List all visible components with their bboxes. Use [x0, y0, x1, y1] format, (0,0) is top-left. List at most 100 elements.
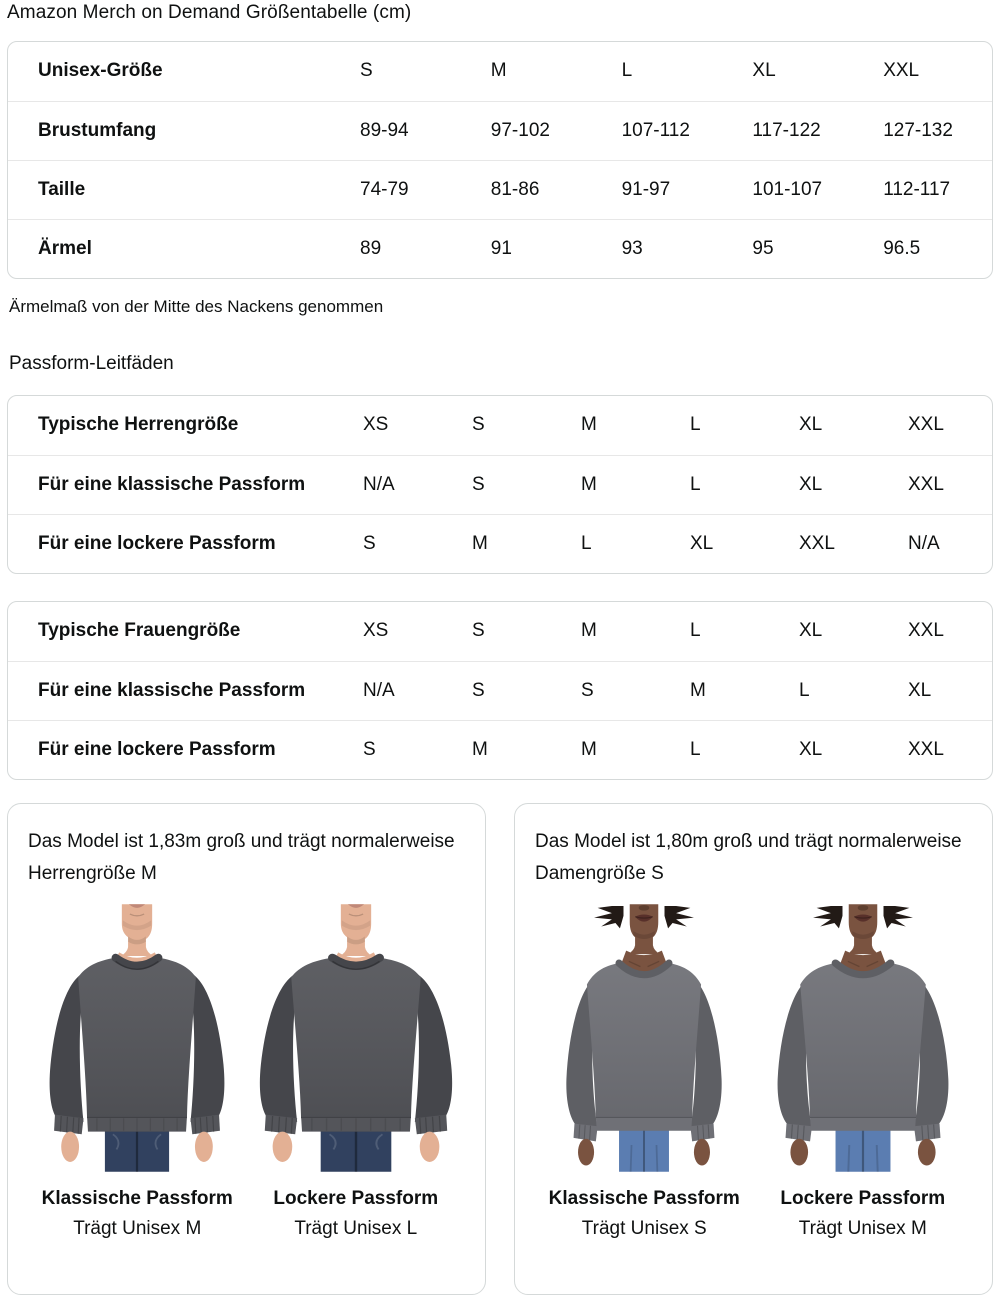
cell-value: XXL: [799, 532, 835, 554]
column-header: XL: [799, 414, 823, 436]
male-loose-fit-model-image: [249, 904, 463, 1172]
column-header: XXL: [908, 620, 944, 642]
column-header: M: [581, 620, 597, 642]
cell-value: 91: [490, 237, 512, 259]
female-loose-fit-model-image: [756, 904, 970, 1172]
fit-label: Lockere Passform: [780, 1188, 946, 1209]
size-label: Trägt Unisex M: [798, 1218, 927, 1239]
table-row: Brustumfang 89-94 97-102 107-112 117-122…: [8, 101, 992, 160]
unisex-size-table: Unisex-Größe S M L XL XXL Brustumfang 89…: [7, 41, 993, 279]
table-header-row: Unisex-Größe S M L XL XXL: [8, 42, 992, 101]
cell-value: 117-122: [752, 119, 821, 141]
cell-value: M: [581, 473, 597, 495]
cell-value: L: [690, 473, 701, 495]
cell-value: 74-79: [360, 178, 409, 200]
column-header: S: [360, 60, 373, 82]
page-title: Amazon Merch on Demand Größentabelle (cm…: [7, 2, 412, 23]
table-row: Für eine lockere Passform S M L XL XXL N…: [8, 514, 992, 573]
cell-value: XXL: [908, 473, 944, 495]
cell-value: N/A: [363, 679, 395, 701]
column-header: XL: [752, 60, 776, 82]
cell-value: XXL: [908, 738, 944, 760]
cell-value: L: [581, 532, 592, 554]
column-header: XXL: [883, 60, 920, 82]
column-header: XXL: [908, 414, 944, 436]
table-header-row: Typische Frauengröße XS S M L XL XXL: [8, 602, 992, 661]
figures-row: Klassische Passform Trägt Unisex S Locke…: [535, 904, 972, 1240]
model-card-women: Das Model ist 1,80m groß und trägt norma…: [514, 803, 993, 1295]
cell-value: 112-117: [883, 178, 951, 200]
model-card-men: Das Model ist 1,83m groß und trägt norma…: [7, 803, 486, 1295]
fit-guides-section-title: Passform-Leitfäden: [9, 353, 174, 374]
column-header: L: [690, 414, 701, 436]
size-label: Trägt Unisex S: [581, 1218, 707, 1239]
model-description: Das Model ist 1,80m groß und trägt norma…: [535, 831, 962, 884]
row-label: Typische Frauengröße: [38, 620, 241, 642]
table-row: Taille 74-79 81-86 91-97 101-107 112-117: [8, 160, 992, 219]
cell-value: N/A: [363, 473, 395, 495]
cell-value: 95: [752, 237, 774, 259]
table-row: Für eine klassische Passform N/A S M L X…: [8, 455, 992, 514]
cell-value: M: [690, 679, 706, 701]
column-header: XS: [363, 620, 389, 642]
cell-value: S: [472, 679, 485, 701]
cell-value: 97-102: [490, 119, 550, 141]
model-figure-classic: Klassische Passform Trägt Unisex M: [28, 904, 247, 1240]
column-header: S: [472, 620, 485, 642]
fit-label: Lockere Passform: [273, 1188, 439, 1209]
cell-value: S: [581, 679, 594, 701]
cell-value: 96.5: [883, 237, 921, 259]
model-description: Das Model ist 1,83m groß und trägt norma…: [28, 831, 455, 884]
column-header: XL: [799, 620, 823, 642]
column-header: L: [690, 620, 701, 642]
cell-value: 107-112: [621, 119, 690, 141]
male-classic-fit-model-image: [30, 904, 244, 1172]
row-label: Unisex-Größe: [38, 60, 163, 82]
cell-value: S: [363, 532, 376, 554]
cell-value: M: [581, 738, 597, 760]
cell-value: M: [472, 738, 488, 760]
female-classic-fit-model-image: [537, 904, 751, 1172]
size-label: Trägt Unisex L: [294, 1218, 418, 1239]
cell-value: 127-132: [883, 119, 953, 141]
cell-value: XL: [908, 679, 932, 701]
table-row: Für eine klassische Passform N/A S S M L…: [8, 661, 992, 720]
model-figure-loose: Lockere Passform Trägt Unisex L: [247, 904, 466, 1240]
column-header: L: [621, 60, 633, 82]
table-row: Ärmel 89 91 93 95 96.5: [8, 219, 992, 278]
column-header: XS: [363, 414, 389, 436]
cell-value: S: [472, 473, 485, 495]
row-label: Für eine lockere Passform: [38, 738, 276, 760]
model-figure-classic: Klassische Passform Trägt Unisex S: [535, 904, 754, 1240]
cell-value: N/A: [908, 532, 940, 554]
cell-value: XL: [799, 473, 823, 495]
cell-value: 89-94: [360, 119, 409, 141]
cell-value: XL: [690, 532, 714, 554]
column-header: S: [472, 414, 485, 436]
model-cards: Das Model ist 1,83m groß und trägt norma…: [7, 803, 993, 1295]
row-label: Typische Herrengröße: [38, 414, 239, 436]
size-label: Trägt Unisex M: [73, 1218, 202, 1239]
mens-fit-table: Typische Herrengröße XS S M L XL XXL Für…: [7, 395, 993, 574]
table-row: Für eine lockere Passform S M M L XL XXL: [8, 720, 992, 779]
row-label: Brustumfang: [38, 119, 157, 141]
row-label: Für eine lockere Passform: [38, 532, 276, 554]
cell-value: 93: [621, 237, 643, 259]
model-figure-loose: Lockere Passform Trägt Unisex M: [754, 904, 973, 1240]
cell-value: L: [690, 738, 701, 760]
sleeve-measurement-footnote: Ärmelmaß von der Mitte des Nackens genom…: [9, 297, 384, 316]
figures-row: Klassische Passform Trägt Unisex M Locke…: [28, 904, 465, 1240]
cell-value: M: [472, 532, 488, 554]
table-header-row: Typische Herrengröße XS S M L XL XXL: [8, 396, 992, 455]
row-label: Für eine klassische Passform: [38, 473, 306, 495]
row-label: Ärmel: [38, 237, 92, 259]
cell-value: 101-107: [752, 178, 823, 200]
cell-value: S: [363, 738, 376, 760]
row-label: Taille: [38, 178, 86, 200]
column-header: M: [490, 60, 507, 82]
cell-value: 81-86: [490, 178, 540, 200]
womens-fit-table: Typische Frauengröße XS S M L XL XXL Für…: [7, 601, 993, 780]
cell-value: L: [799, 679, 810, 701]
cell-value: 91-97: [621, 178, 671, 200]
